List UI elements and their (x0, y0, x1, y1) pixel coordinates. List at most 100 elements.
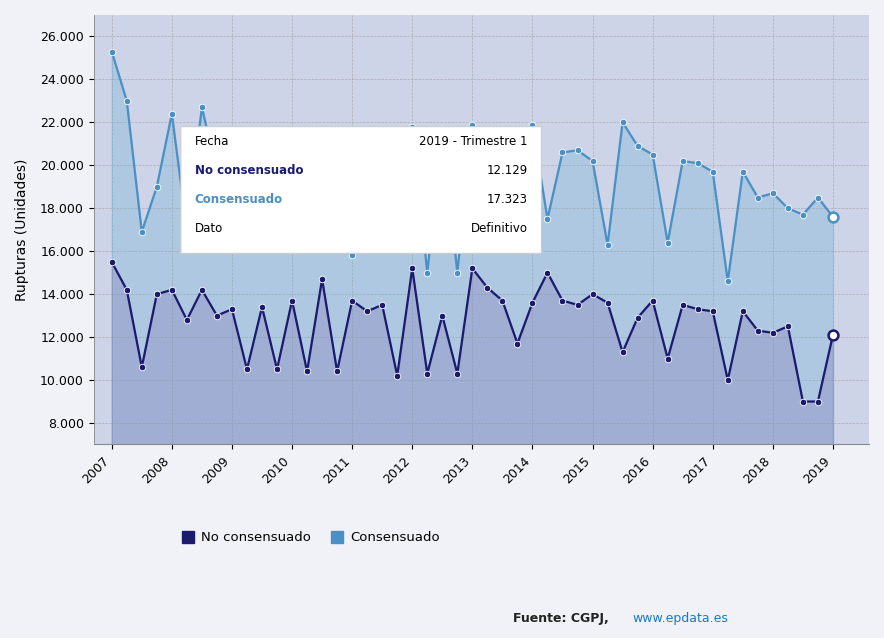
Point (690, 158, 705, 168)
Point (630, 141, 644, 151)
Point (149, 289, 164, 299)
Point (796, 210, 810, 220)
Point (540, 267, 554, 278)
Text: www.epdata.es: www.epdata.es (632, 612, 728, 625)
Point (826, 212, 840, 222)
Point (315, 210, 329, 220)
Point (720, 276, 735, 286)
Point (735, 306, 750, 316)
Point (225, 304, 239, 315)
Point (194, 102, 209, 112)
Point (179, 225, 194, 235)
Point (134, 226, 149, 237)
Point (240, 225, 254, 235)
Point (570, 145, 584, 156)
Point (465, 119, 479, 130)
Y-axis label: Rupturas (Unidades): Rupturas (Unidades) (15, 158, 29, 301)
Point (330, 171, 344, 181)
Point (345, 295, 359, 306)
Point (405, 122, 419, 132)
Point (630, 313, 644, 323)
Point (375, 147, 389, 158)
Point (194, 285, 209, 295)
Point (720, 375, 735, 385)
Point (134, 362, 149, 372)
Point (119, 96, 133, 106)
Point (119, 285, 133, 295)
Text: 2019 - Trimestre 1: 2019 - Trimestre 1 (419, 135, 528, 148)
Point (645, 149, 659, 160)
Point (510, 338, 524, 348)
Point (465, 263, 479, 274)
Text: Dato: Dato (194, 222, 223, 235)
Point (315, 274, 329, 284)
Point (255, 302, 269, 312)
Point (210, 311, 224, 321)
Point (705, 306, 720, 316)
Point (285, 126, 299, 136)
Point (360, 158, 374, 168)
Text: 12.129: 12.129 (486, 164, 528, 177)
Point (600, 240, 614, 250)
Text: Consensuado: Consensuado (194, 193, 283, 206)
Point (149, 182, 164, 192)
Point (345, 250, 359, 260)
Point (811, 193, 825, 203)
Point (690, 304, 705, 315)
Point (255, 179, 269, 189)
Point (495, 147, 509, 158)
Point (285, 295, 299, 306)
Text: Definitivo: Definitivo (470, 222, 528, 235)
Point (225, 143, 239, 153)
Point (240, 364, 254, 375)
Point (675, 300, 690, 310)
Point (826, 330, 840, 340)
Point (675, 156, 690, 166)
Point (270, 364, 284, 375)
Point (495, 295, 509, 306)
Point (104, 257, 118, 267)
Point (164, 108, 179, 119)
Point (179, 315, 194, 325)
Point (525, 298, 539, 308)
Text: Fecha: Fecha (194, 135, 229, 148)
Text: No consensuado: No consensuado (194, 164, 303, 177)
Point (555, 147, 569, 158)
Point (375, 300, 389, 310)
Point (330, 366, 344, 376)
Point (480, 283, 494, 293)
Point (390, 371, 404, 381)
Point (300, 169, 314, 179)
Point (405, 263, 419, 274)
Point (585, 289, 599, 299)
Point (510, 145, 524, 156)
Point (555, 295, 569, 306)
Point (435, 124, 449, 134)
Text: 17.323: 17.323 (486, 193, 528, 206)
Point (420, 267, 434, 278)
Point (210, 167, 224, 177)
Point (270, 147, 284, 158)
Point (104, 47, 118, 57)
FancyBboxPatch shape (181, 127, 542, 253)
Point (705, 167, 720, 177)
Point (735, 167, 750, 177)
Point (435, 311, 449, 321)
Point (585, 156, 599, 166)
Point (164, 285, 179, 295)
Point (390, 145, 404, 156)
Point (645, 295, 659, 306)
Point (420, 369, 434, 379)
Point (751, 325, 765, 336)
Point (570, 300, 584, 310)
Point (660, 353, 674, 364)
Point (766, 328, 780, 338)
Point (360, 306, 374, 316)
Point (660, 237, 674, 248)
Point (450, 369, 464, 379)
Point (766, 188, 780, 198)
Point (600, 298, 614, 308)
Point (540, 214, 554, 224)
Point (480, 160, 494, 170)
Point (525, 119, 539, 130)
